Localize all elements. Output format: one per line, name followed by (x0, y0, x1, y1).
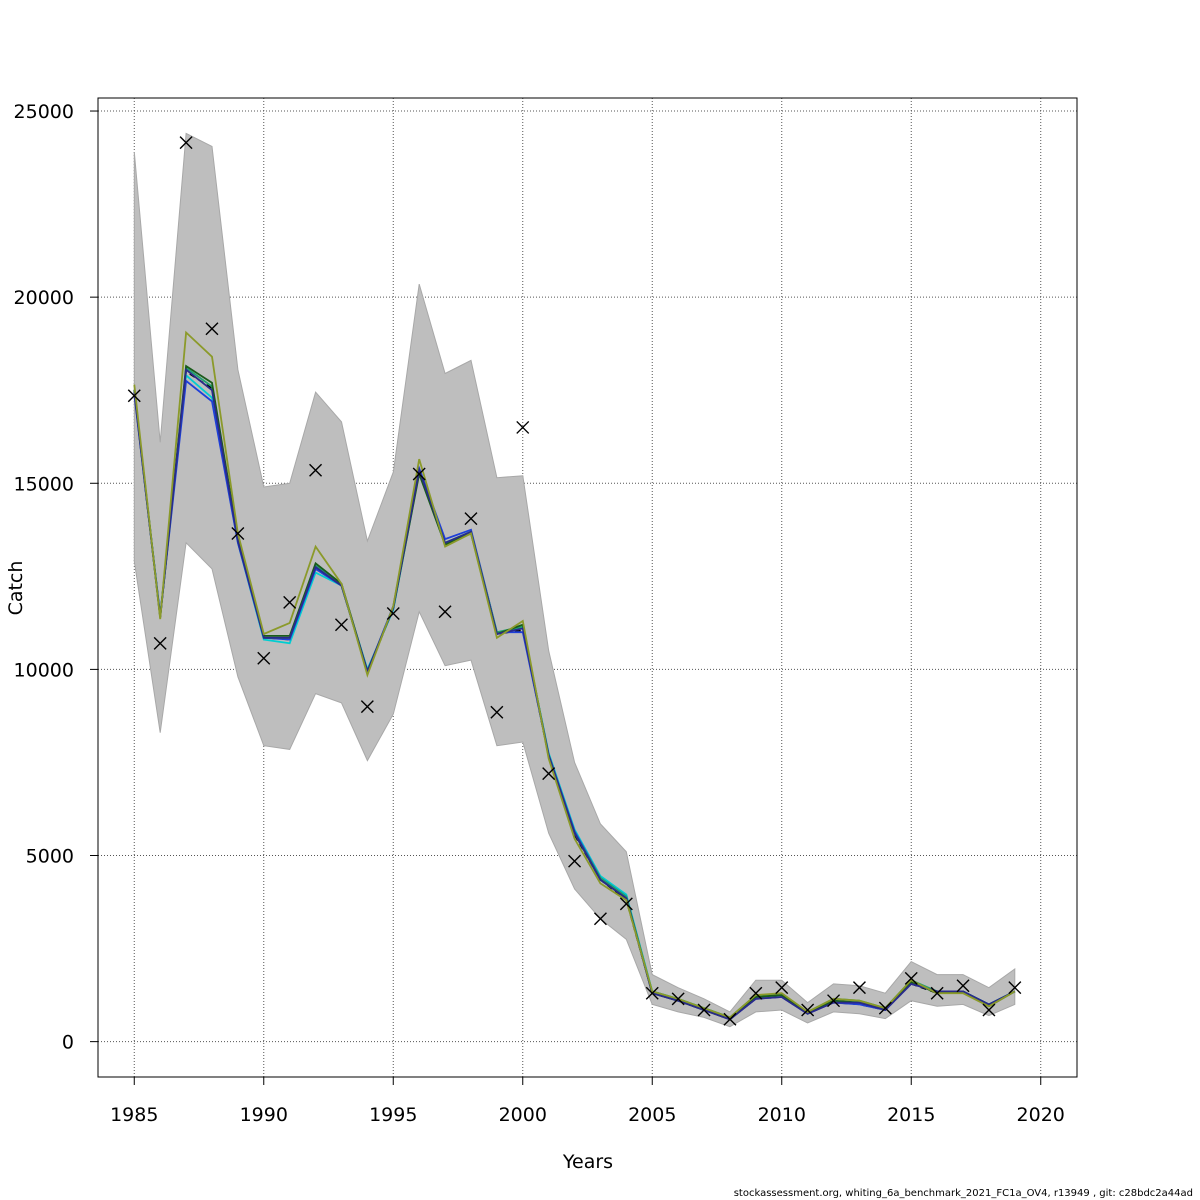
observed-point (127, 389, 141, 403)
y-tick-label: 15000 (14, 473, 74, 495)
observed-point (697, 1003, 711, 1017)
x-tick-label: 1985 (110, 1104, 158, 1126)
series-line-6 (133, 367, 1016, 1021)
x-tick-label: 1990 (240, 1104, 288, 1126)
x-tick-label: 2005 (628, 1104, 676, 1126)
x-tick-label: 2015 (887, 1104, 935, 1126)
x-tick-label: 1995 (369, 1104, 417, 1126)
observed-point (205, 322, 219, 336)
observed-point (982, 1003, 996, 1017)
footer-note: stockassessment.org, whiting_6a_benchmar… (734, 1188, 1193, 1199)
observed-point (801, 1003, 815, 1017)
estimated-catch-series (133, 330, 1016, 1021)
x-axis-title: Years (562, 1151, 613, 1173)
series-line-7 (133, 330, 1016, 1019)
observed-point (464, 512, 478, 526)
observed-point (412, 467, 426, 481)
x-axis: 1985 1990 1995 2000 2005 2010 2015 2020 (110, 1076, 1065, 1126)
y-tick-label: 10000 (14, 659, 74, 681)
observed-point (490, 705, 504, 719)
observed-point (516, 420, 530, 434)
observed-point (283, 595, 297, 609)
observed-point (386, 607, 400, 621)
observed-point (568, 854, 582, 868)
y-axis-title: Catch (5, 561, 27, 616)
y-tick-label: 5000 (26, 846, 74, 868)
observed-point (309, 463, 323, 477)
observed-point (775, 981, 789, 995)
observed-point (749, 986, 763, 1000)
observed-point (360, 700, 374, 714)
observed-point (257, 651, 271, 665)
observed-point (1008, 981, 1022, 995)
observed-point (930, 986, 944, 1000)
observed-point (438, 605, 452, 619)
observed-point (645, 986, 659, 1000)
x-tick-label: 2000 (499, 1104, 547, 1126)
x-tick-label: 2020 (1017, 1104, 1065, 1126)
y-tick-label: 20000 (14, 287, 74, 309)
observed-point (723, 1012, 737, 1026)
observed-point (878, 1001, 892, 1015)
observed-point (153, 636, 167, 650)
observed-point (542, 767, 556, 781)
observed-point (827, 994, 841, 1008)
y-axis: 0 5000 10000 15000 20000 25000 (14, 101, 99, 1054)
observed-point (179, 136, 193, 150)
y-tick-label: 0 (62, 1032, 74, 1054)
observed-point (593, 912, 607, 926)
observed-point (334, 618, 348, 632)
x-tick-label: 2010 (758, 1104, 806, 1126)
observed-point (671, 992, 685, 1006)
observed-point (619, 897, 633, 911)
observed-catch-markers (127, 136, 1022, 1026)
observed-point (231, 527, 245, 541)
observed-point (904, 971, 918, 985)
observed-point (956, 979, 970, 993)
observed-point (852, 981, 866, 995)
y-tick-label: 25000 (14, 101, 74, 123)
